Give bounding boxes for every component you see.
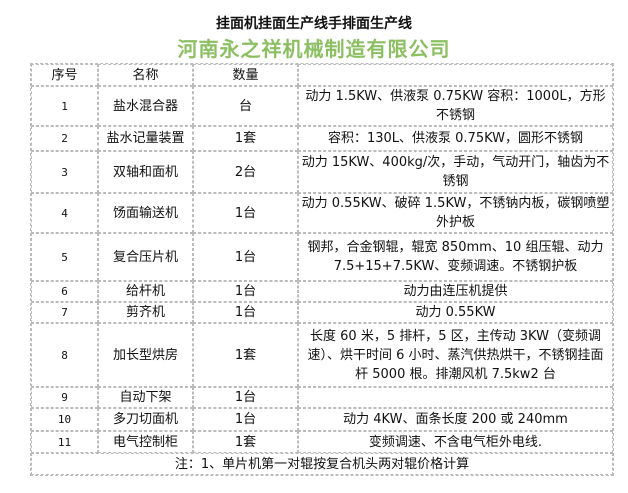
row-qty: 1套 — [193, 323, 298, 387]
row-name: 给杆机 — [98, 281, 193, 302]
row-qty: 1台 — [193, 193, 298, 233]
row-name: 加长型烘房 — [98, 323, 193, 387]
row-number: 3 — [31, 151, 98, 193]
table-row: 7 剪齐机 1台 动力 0.55KW — [31, 302, 613, 323]
row-qty: 1台 — [193, 408, 298, 431]
row-number: 1 — [31, 86, 98, 126]
table-row: 11 电气控制柜 1套 变频调速、不含电气柜外电线. — [31, 431, 613, 453]
row-qty: 1台 — [193, 387, 298, 408]
document-title: 挂面机挂面生产线手排面生产线 — [216, 16, 412, 32]
row-description: 变频调速、不含电气柜外电线. — [298, 431, 613, 453]
row-name: 多刀切面机 — [98, 408, 193, 431]
row-description: 钢邦，合金钢辊，辊宽 850mm、10 组压辊、动力 7.5+15+7.5KW、… — [298, 233, 613, 281]
table-header-row: 序号 名称 数量 — [31, 64, 613, 86]
header-desc — [298, 64, 613, 86]
row-qty: 1套 — [193, 126, 298, 151]
row-number: 9 — [31, 387, 98, 408]
row-qty: 台 — [193, 86, 298, 126]
row-name: 饧面输送机 — [98, 193, 193, 233]
row-description: 容积：130L、供液泵 0.75KW，圆形不锈钢 — [298, 126, 613, 151]
row-number: 11 — [31, 431, 98, 453]
row-qty: 1套 — [193, 431, 298, 453]
row-description: 长度 60 米，5 排杆，5 区，主传动 3KW（变频调速）、烘干时间 6 小时… — [298, 323, 613, 387]
row-description: 动力 0.55KW、破碎 1.5KW，不锈钠内板，碳钢喷塑外护板 — [298, 193, 613, 233]
table-row: 4 饧面输送机 1台 动力 0.55KW、破碎 1.5KW，不锈钠内板，碳钢喷塑外护板 — [31, 193, 613, 233]
row-number: 5 — [31, 233, 98, 281]
row-number: 4 — [31, 193, 98, 233]
equipment-table: 序号 名称 数量 1 盐水混合器台动力 1.5KW、供液泵 0.75KW 容积：1… — [30, 63, 614, 476]
row-name: 双轴和面机 — [98, 151, 193, 193]
table-row: 3 双轴和面机 2台 动力 15KW、400kg/次，手动，气动开门，轴齿为不锈钢 — [31, 151, 613, 193]
row-description: 动力 1.5KW、供液泵 0.75KW 容积：1000L，方形不锈钢 — [298, 86, 613, 126]
table-row: 6 给杆机 1台 动力由连压机提供 — [31, 281, 613, 302]
row-description: 动力 4KW、面条长度 200 或 240mm — [298, 408, 613, 431]
row-name: 盐水混合器 — [98, 86, 193, 126]
note-row: 注：1、单片机第一对辊按复合机头两对辊价格计算 — [31, 453, 613, 475]
table-row: 9 自动下架 1台 — [31, 387, 613, 408]
note-text: 注：1、单片机第一对辊按复合机头两对辊价格计算 — [31, 453, 613, 475]
watermark: 河南永之祥机械制造有限公司 — [177, 37, 451, 61]
row-qty: 1台 — [193, 281, 298, 302]
table-row: 2 盐水记量装置 1套 容积：130L、供液泵 0.75KW，圆形不锈钢 — [31, 126, 613, 151]
row-description: 动力 0.55KW — [298, 302, 613, 323]
row-name: 剪齐机 — [98, 302, 193, 323]
row-name: 盐水记量装置 — [98, 126, 193, 151]
row-number: 2 — [31, 126, 98, 151]
header-name: 名称 — [98, 64, 193, 86]
table-row: 8 加长型烘房 1套 长度 60 米，5 排杆，5 区，主传动 3KW（变频调速）、烘… — [31, 323, 613, 387]
row-number: 8 — [31, 323, 98, 387]
row-number: 7 — [31, 302, 98, 323]
row-qty: 1台 — [193, 302, 298, 323]
row-qty: 1台 — [193, 233, 298, 281]
table-row: 10 多刀切面机 1台 动力 4KW、面条长度 200 或 240mm — [31, 408, 613, 431]
row-name: 复合压片机 — [98, 233, 193, 281]
row-name: 电气控制柜 — [98, 431, 193, 453]
row-description: 动力由连压机提供 — [298, 281, 613, 302]
row-number: 10 — [31, 408, 98, 431]
row-description: 动力 15KW、400kg/次，手动，气动开门，轴齿为不锈钢 — [298, 151, 613, 193]
table-row: 1 盐水混合器台动力 1.5KW、供液泵 0.75KW 容积：1000L，方形不锈… — [31, 86, 613, 126]
row-name: 自动下架 — [98, 387, 193, 408]
row-number: 6 — [31, 281, 98, 302]
row-qty: 2台 — [193, 151, 298, 193]
row-description — [298, 387, 613, 408]
header-qty: 数量 — [193, 64, 298, 86]
table-row: 5 复合压片机 1台 钢邦，合金钢辊，辊宽 850mm、10 组压辊、动力 7.5+1… — [31, 233, 613, 281]
header-no: 序号 — [31, 64, 98, 86]
